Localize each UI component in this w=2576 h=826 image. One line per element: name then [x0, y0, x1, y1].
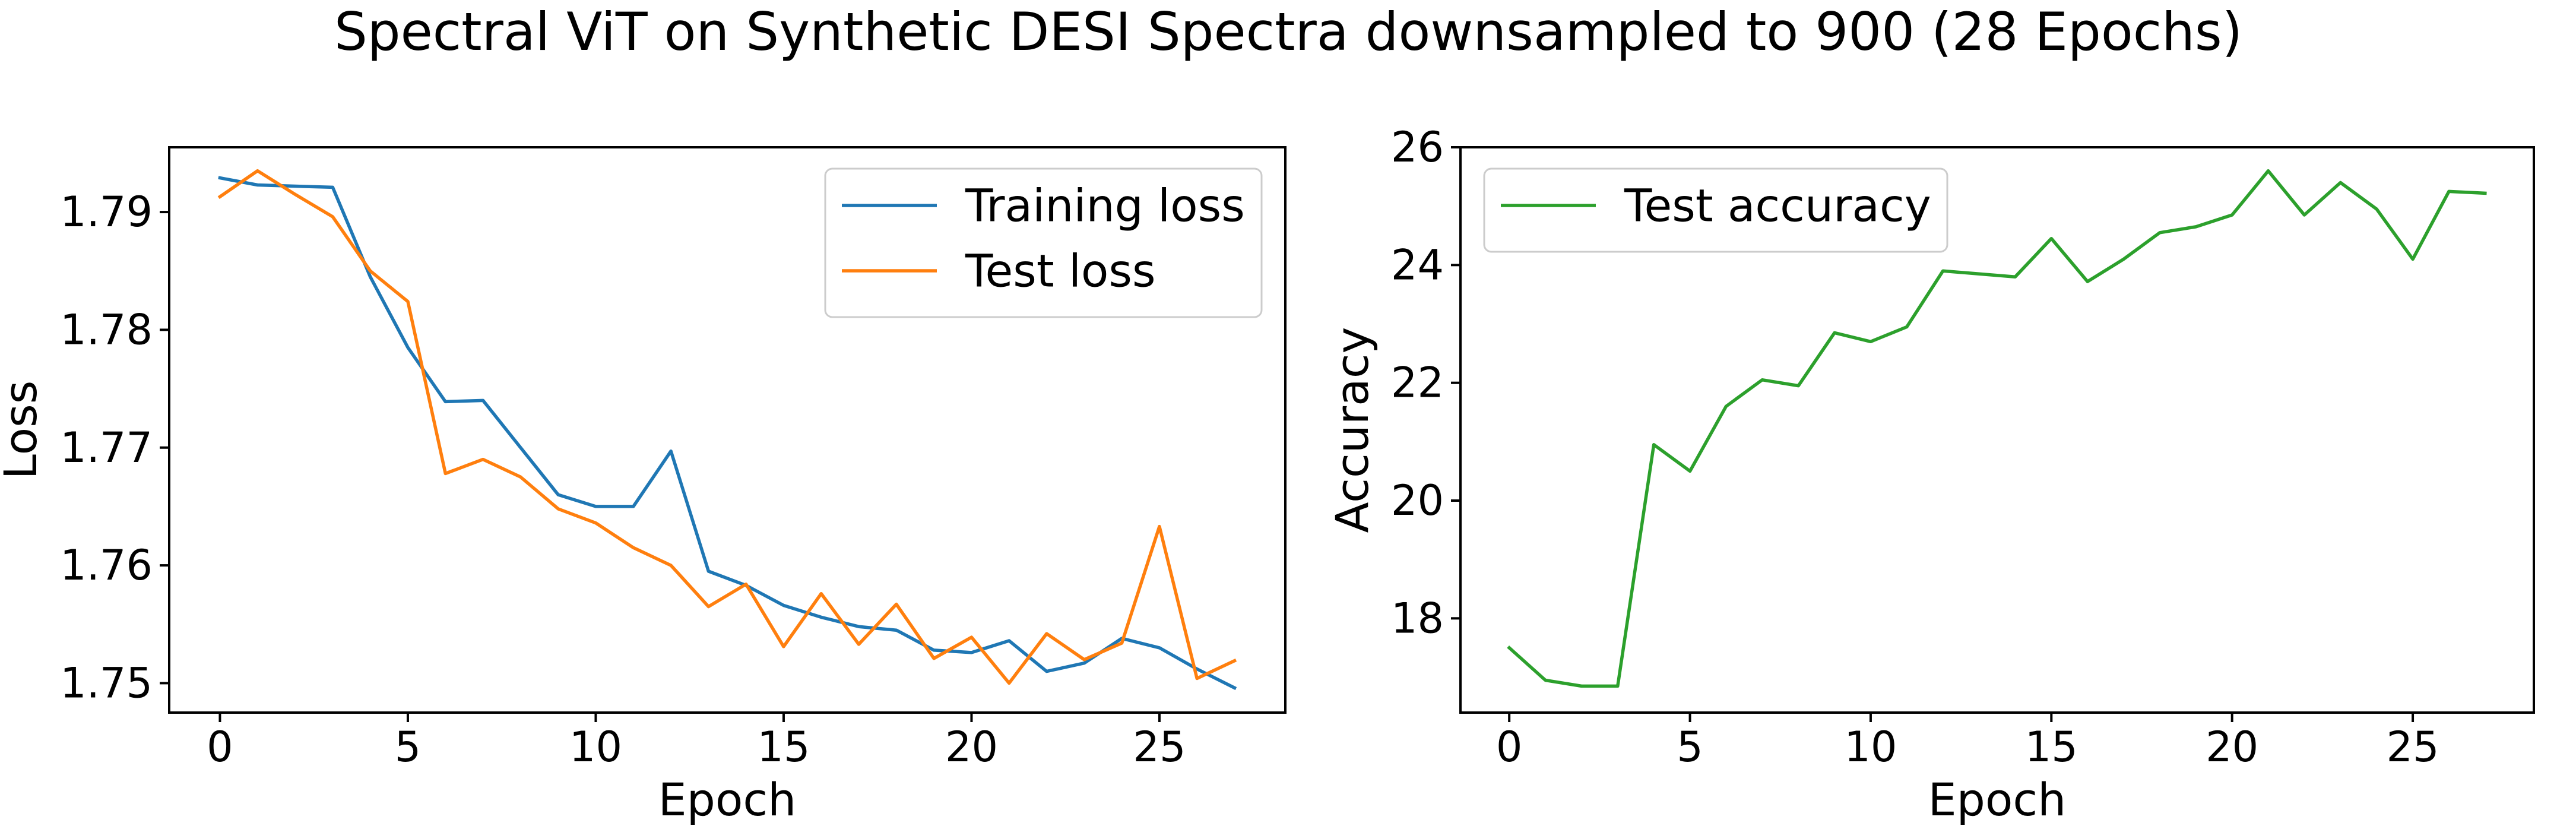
y-tick-label: 24 — [1391, 240, 1444, 289]
x-tick-label: 25 — [1133, 723, 1186, 771]
legend-label: Training loss — [965, 179, 1245, 232]
accuracy-chart: 0 5 10 15 20 25 18 20 22 24 26 Epoch Accuracy Test ac… — [1326, 123, 2535, 826]
x-tick-label: 5 — [1677, 723, 1703, 771]
series-line-test-loss — [217, 169, 1237, 685]
axes-frame — [1459, 146, 2535, 714]
x-axis-label: Epoch — [1928, 773, 2067, 826]
y-axis-label: Accuracy — [1326, 327, 1379, 533]
axes-frame — [168, 146, 1287, 714]
x-tick-label: 10 — [1844, 723, 1897, 771]
x-tick-label: 0 — [207, 723, 233, 771]
y-tick-label: 1.76 — [60, 541, 153, 590]
y-tick-label: 18 — [1391, 594, 1444, 643]
x-tick-label: 0 — [1496, 723, 1523, 771]
legend-label: Test loss — [965, 245, 1156, 298]
x-axis-label: Epoch — [658, 773, 797, 826]
y-tick-label: 1.79 — [60, 188, 153, 236]
x-tick-label: 25 — [2387, 723, 2439, 771]
x-tick-label: 20 — [2206, 723, 2258, 771]
figure-title: Spectral ViT on Synthetic DESI Spectra d… — [334, 1, 2242, 62]
y-tick-label: 1.78 — [60, 305, 153, 354]
y-axis-label: Loss — [0, 381, 47, 480]
x-tick-label: 5 — [395, 723, 422, 771]
series-line-training-loss — [218, 176, 1237, 691]
y-tick-label: 22 — [1391, 359, 1444, 407]
legend-label: Test accuracy — [1624, 179, 1931, 232]
x-tick-label: 20 — [945, 723, 998, 771]
y-tick-label: 26 — [1391, 123, 1444, 172]
y-tick-label: 1.75 — [60, 659, 153, 707]
loss-chart: 0 5 10 15 20 25 1.75 1.76 1.77 1.78 1.79 Epoch Loss T… — [0, 146, 1287, 826]
legend-box — [1483, 167, 1948, 253]
x-tick-label: 10 — [569, 723, 622, 771]
x-tick-label: 15 — [2025, 723, 2078, 771]
y-tick-label: 1.77 — [60, 423, 153, 472]
series-line-test-accuracy — [1507, 169, 2487, 688]
x-tick-label: 15 — [757, 723, 810, 771]
y-tick-label: 20 — [1391, 476, 1444, 525]
